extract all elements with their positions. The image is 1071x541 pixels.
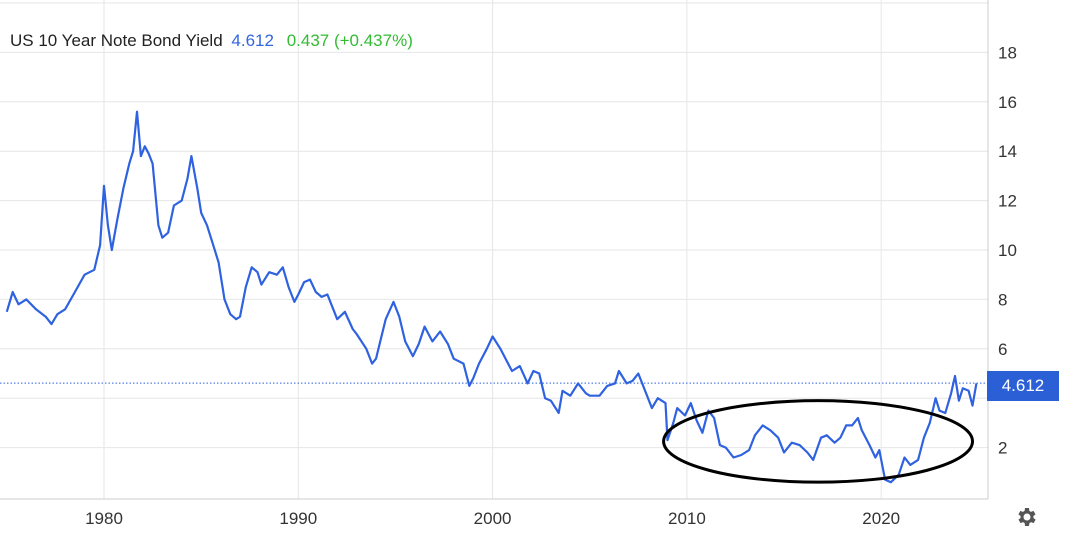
y-tick-label: 8	[998, 290, 1007, 309]
current-price: 4.612	[231, 31, 274, 50]
x-tick-label: 1990	[279, 509, 317, 528]
gear-icon[interactable]	[1014, 505, 1038, 529]
grid-layer	[0, 0, 988, 499]
y-tick-label: 16	[998, 93, 1017, 112]
chart-header: US 10 Year Note Bond Yield 4.612 0.437 (…	[10, 31, 413, 51]
x-tick-label: 2020	[862, 509, 900, 528]
y-tick-label: 18	[998, 43, 1017, 62]
y-tick-label: 6	[998, 340, 1007, 359]
series-line	[5, 110, 978, 484]
x-tick-label: 1980	[85, 509, 123, 528]
y-tick-label: 10	[998, 241, 1017, 260]
price-change: 0.437 (+0.437%)	[286, 31, 413, 50]
instrument-name: US 10 Year Note Bond Yield	[10, 31, 223, 50]
annotation-ellipse	[662, 399, 975, 484]
x-tick-label: 2000	[474, 509, 512, 528]
last-price-badge: 4.612	[987, 371, 1059, 401]
x-tick-label: 2010	[668, 509, 706, 528]
y-tick-label: 2	[998, 439, 1007, 458]
y-tick-label: 12	[998, 192, 1017, 211]
axis-layer: 2 6 8 10 12 14 16 18 1980 1990 2000 2010 2020	[0, 0, 1017, 528]
y-tick-label: 14	[998, 142, 1017, 161]
